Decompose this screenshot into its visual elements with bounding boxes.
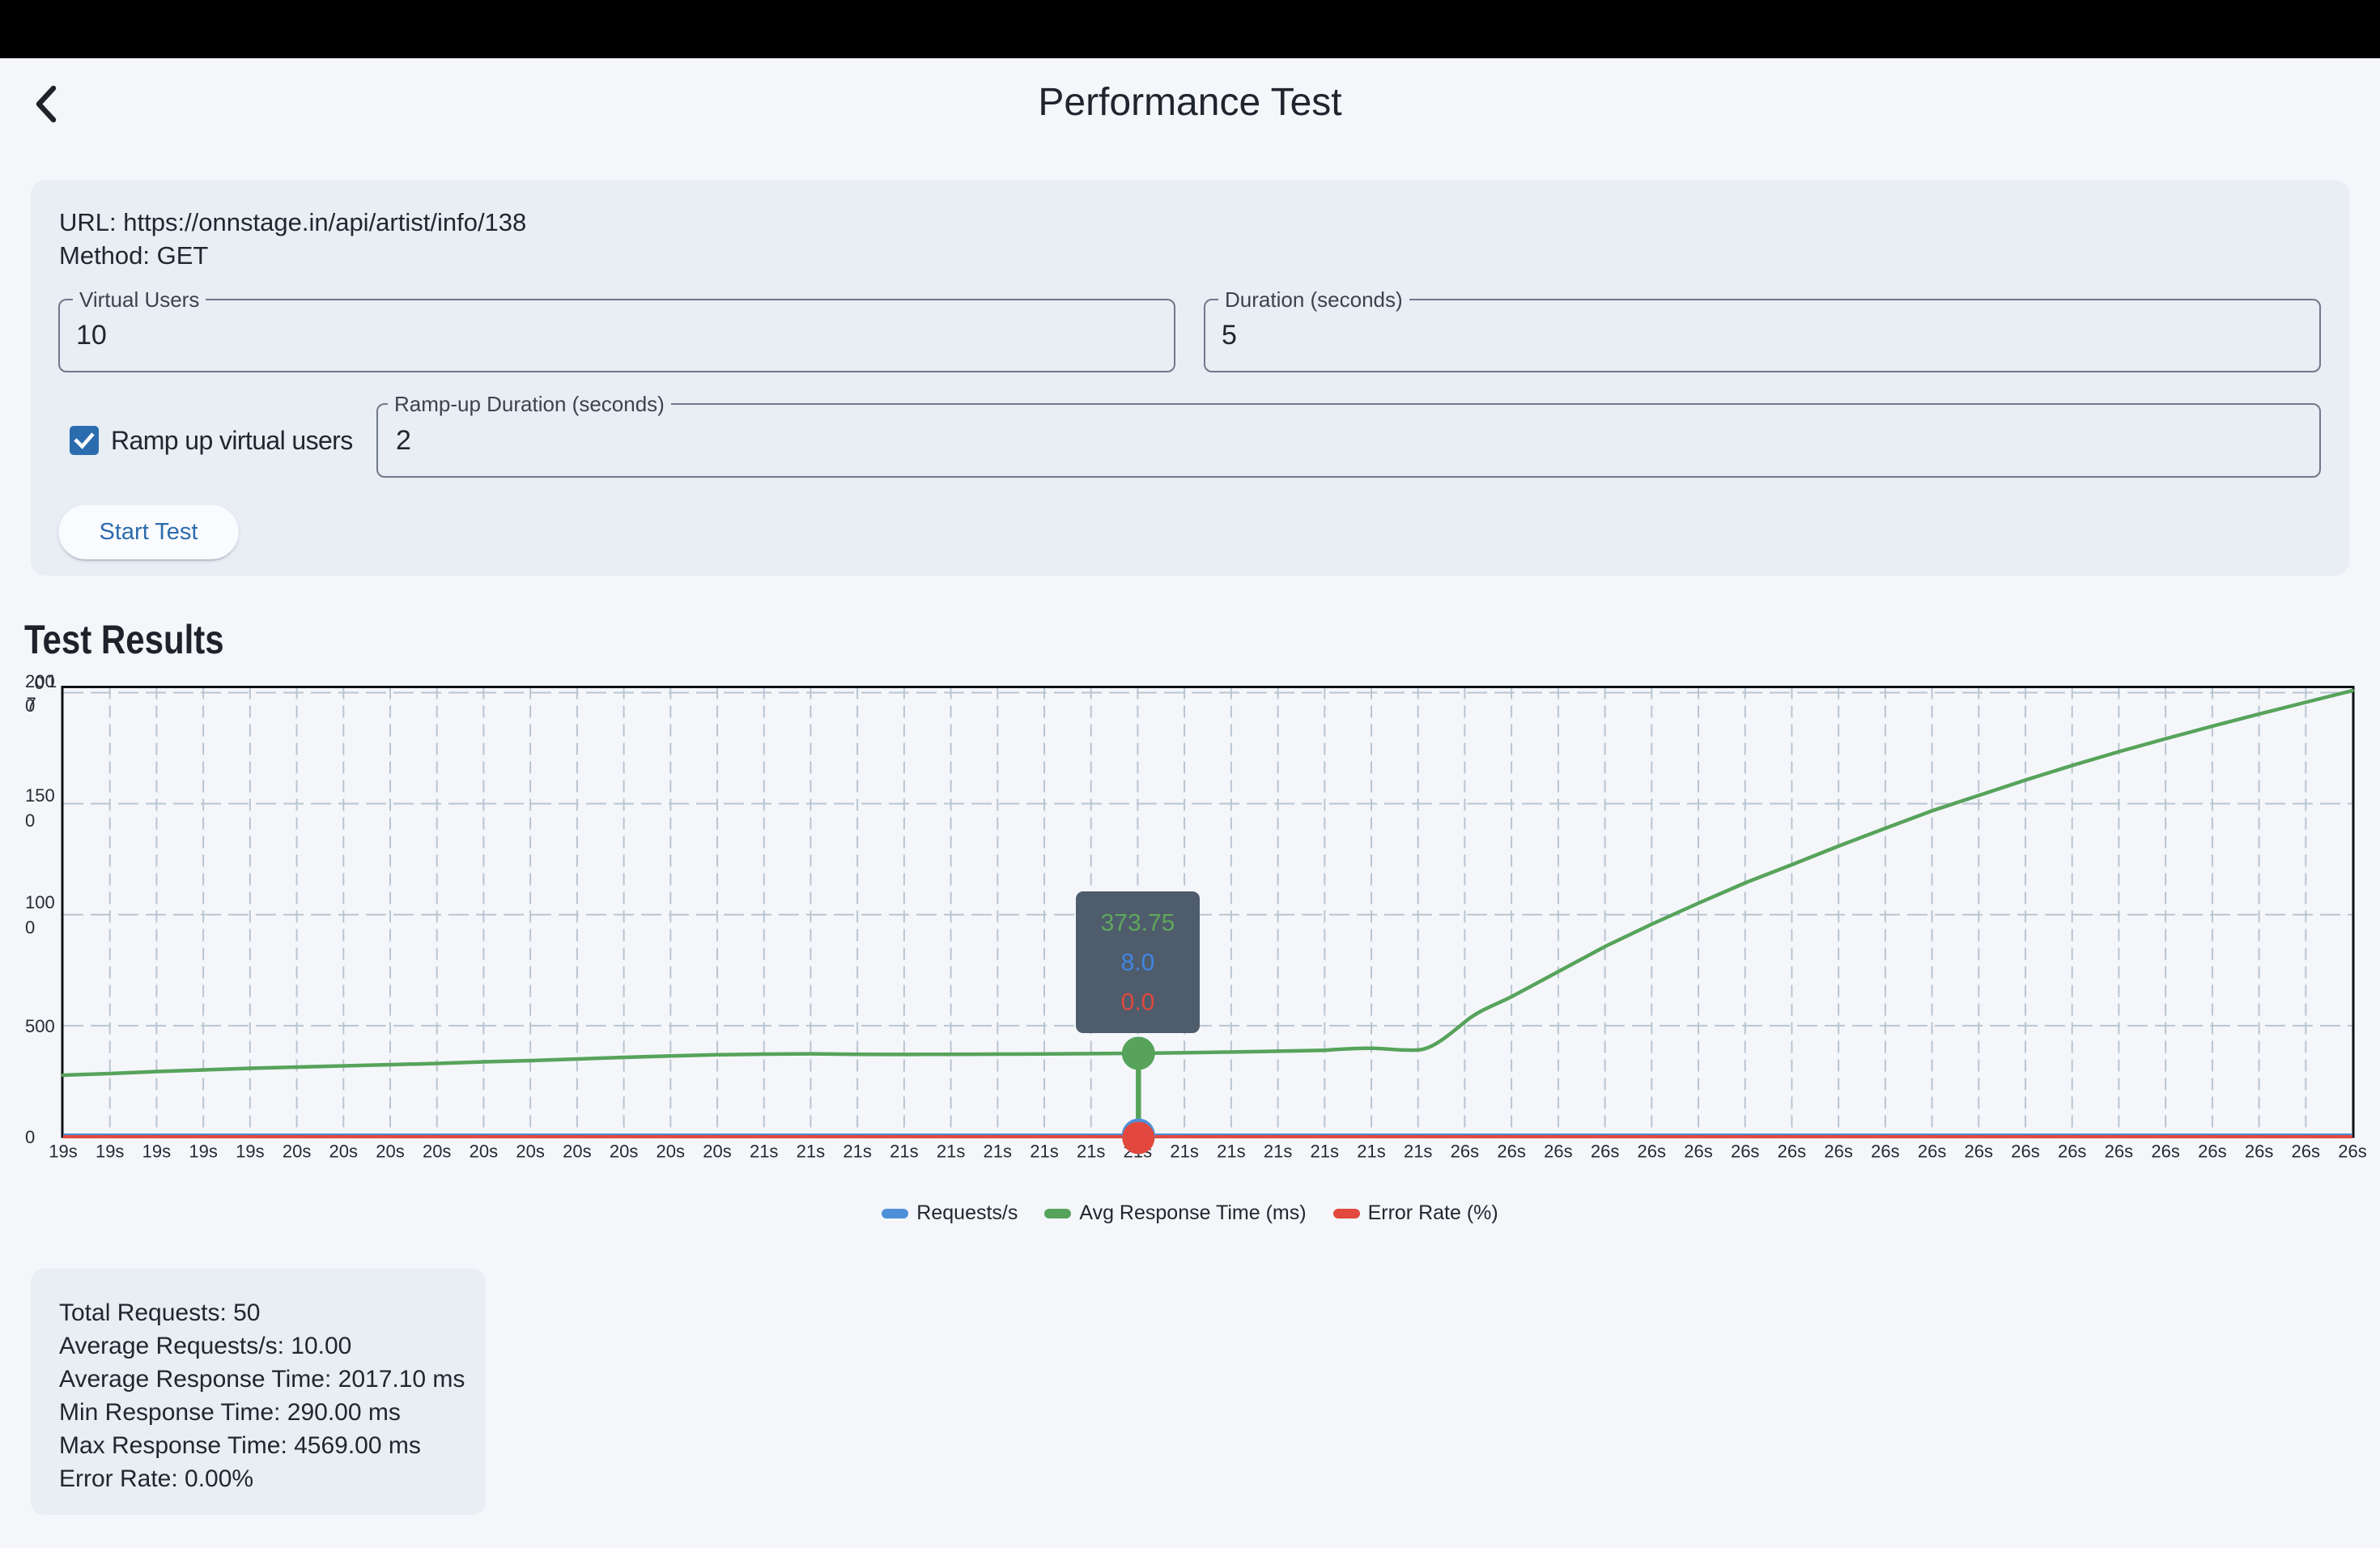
svg-text:19s: 19s — [96, 1142, 124, 1162]
svg-text:100: 100 — [25, 892, 55, 912]
svg-text:0: 0 — [25, 810, 35, 831]
svg-text:19s: 19s — [49, 1142, 77, 1162]
svg-text:20s: 20s — [563, 1142, 591, 1162]
svg-text:26s: 26s — [2338, 1142, 2366, 1162]
svg-text:20s: 20s — [329, 1142, 358, 1162]
svg-text:7: 7 — [27, 694, 36, 714]
svg-text:21s: 21s — [1077, 1142, 1105, 1162]
svg-text:373.75: 373.75 — [1101, 910, 1175, 937]
svg-text:200: 200 — [25, 671, 55, 691]
svg-text:26s: 26s — [1684, 1142, 1712, 1162]
svg-text:19s: 19s — [189, 1142, 217, 1162]
svg-text:26s: 26s — [1591, 1142, 1619, 1162]
svg-text:26s: 26s — [2245, 1142, 2273, 1162]
svg-text:150: 150 — [25, 785, 55, 806]
svg-text:19s: 19s — [142, 1142, 171, 1162]
svg-text:20s: 20s — [516, 1142, 544, 1162]
svg-text:21s: 21s — [1030, 1142, 1058, 1162]
svg-text:20s: 20s — [610, 1142, 638, 1162]
svg-text:8.0: 8.0 — [1121, 950, 1155, 976]
svg-text:0: 0 — [25, 917, 35, 938]
svg-text:26s: 26s — [1871, 1142, 1899, 1162]
svg-text:20s: 20s — [703, 1142, 731, 1162]
svg-text:26s: 26s — [2058, 1142, 2086, 1162]
svg-text:20s: 20s — [470, 1142, 498, 1162]
svg-text:21s: 21s — [890, 1142, 918, 1162]
svg-text:20s: 20s — [657, 1142, 685, 1162]
svg-text:26s: 26s — [1965, 1142, 1993, 1162]
svg-text:21s: 21s — [937, 1142, 965, 1162]
svg-text:26s: 26s — [1731, 1142, 1759, 1162]
svg-text:0: 0 — [25, 1127, 35, 1147]
svg-text:20s: 20s — [283, 1142, 311, 1162]
svg-text:26s: 26s — [2151, 1142, 2179, 1162]
svg-text:21s: 21s — [750, 1142, 778, 1162]
svg-text:26s: 26s — [1451, 1142, 1479, 1162]
svg-text:21s: 21s — [1357, 1142, 1385, 1162]
svg-text:500: 500 — [25, 1016, 55, 1036]
svg-text:26s: 26s — [1824, 1142, 1852, 1162]
svg-text:21s: 21s — [797, 1142, 825, 1162]
svg-text:21s: 21s — [984, 1142, 1012, 1162]
svg-text:26s: 26s — [1497, 1142, 1525, 1162]
svg-text:0.0: 0.0 — [1121, 989, 1155, 1016]
svg-text:21s: 21s — [1170, 1142, 1198, 1162]
svg-text:21s: 21s — [1217, 1142, 1245, 1162]
svg-text:1: 1 — [47, 671, 57, 691]
svg-text:21s: 21s — [1311, 1142, 1339, 1162]
svg-text:26s: 26s — [2292, 1142, 2320, 1162]
svg-text:20s: 20s — [423, 1142, 451, 1162]
svg-text:26s: 26s — [1638, 1142, 1666, 1162]
svg-text:21s: 21s — [1264, 1142, 1292, 1162]
svg-text:20s: 20s — [376, 1142, 404, 1162]
svg-text:19s: 19s — [236, 1142, 264, 1162]
svg-text:26s: 26s — [2011, 1142, 2039, 1162]
svg-text:26s: 26s — [1778, 1142, 1806, 1162]
svg-text:0: 0 — [35, 673, 45, 693]
svg-text:26s: 26s — [1918, 1142, 1946, 1162]
svg-text:26s: 26s — [1544, 1142, 1572, 1162]
svg-text:21s: 21s — [843, 1142, 871, 1162]
svg-text:21s: 21s — [1404, 1142, 1432, 1162]
svg-text:26s: 26s — [2105, 1142, 2133, 1162]
svg-text:26s: 26s — [2198, 1142, 2226, 1162]
svg-text:0: 0 — [25, 695, 35, 716]
